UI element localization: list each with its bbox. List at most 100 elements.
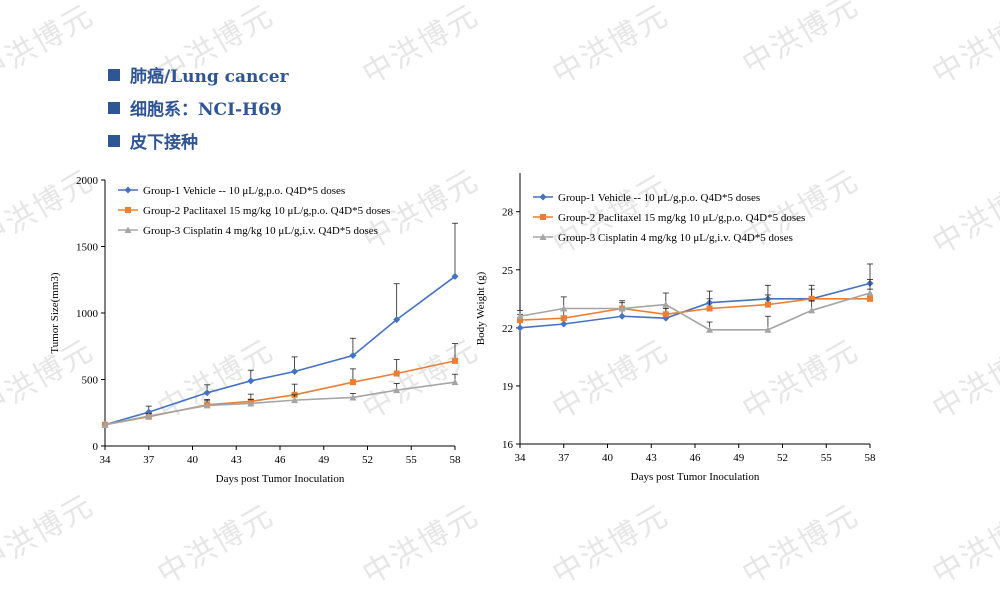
legend-item: Group-2 Paclitaxel 15 mg/kg 10 μL/g,p.o.…	[118, 205, 390, 217]
data-point	[291, 396, 299, 404]
data-point	[516, 324, 524, 332]
y-tick-label: 2000	[76, 175, 99, 187]
bullet-item: 肺癌/Lung cancer	[108, 58, 289, 91]
data-point	[560, 320, 568, 328]
series-1	[101, 222, 459, 429]
tumor-size-plot: 0 500 1000 1500 2000 34 37 40 43 46 49 52 55 58 Days p…	[49, 175, 461, 485]
data-point	[393, 316, 401, 324]
x-tick-label: 58	[865, 452, 877, 464]
data-point	[866, 289, 874, 297]
data-point	[247, 399, 255, 407]
series-line	[519, 292, 871, 331]
series-line	[104, 275, 456, 426]
x-tick-label: 34	[515, 452, 527, 464]
bullet-square-icon	[108, 101, 120, 114]
data-point	[560, 315, 567, 322]
x-tick-label: 40	[187, 454, 199, 466]
x-tick-label: 43	[231, 454, 243, 466]
data-point	[203, 401, 211, 409]
data-point	[618, 305, 626, 312]
data-point	[618, 312, 626, 320]
data-point	[539, 233, 547, 240]
x-tick-label: 55	[406, 454, 418, 466]
y-tick-label: 500	[82, 375, 99, 387]
series-line	[104, 381, 456, 426]
x-tick-label: 58	[450, 454, 462, 466]
data-point	[247, 377, 255, 385]
data-point	[867, 295, 873, 302]
x-axis-label: Days post Tumor Inoculation	[216, 473, 345, 485]
legend-label: Group-2 Paclitaxel 15 mg/kg 10 μL/g,p.o.…	[558, 212, 805, 224]
data-point	[124, 186, 132, 194]
y-axis-label: Body Weight (g)	[475, 271, 487, 345]
bullet-text-cell-line: 细胞系：NCI-H69	[130, 100, 282, 120]
y-tick-label: 19	[502, 381, 514, 393]
data-point	[516, 312, 524, 320]
data-point	[291, 368, 299, 376]
bullet-item: 皮下接种	[108, 124, 289, 157]
data-point	[560, 305, 568, 312]
data-point	[452, 357, 458, 364]
x-tick-label: 49	[733, 452, 745, 464]
x-tick-label: 43	[646, 452, 658, 464]
series-3	[101, 373, 459, 428]
legend-item: Group-2 Paclitaxel 15 mg/kg 10 μL/g,p.o.…	[533, 212, 805, 224]
bullet-list: 肺癌/Lung cancer 细胞系：NCI-H69 皮下接种	[108, 58, 289, 157]
legend-item: Group-1 Vehicle -- 10 μL/g,p.o. Q4D*5 do…	[118, 185, 345, 197]
x-tick-label: 37	[143, 454, 155, 466]
data-point	[808, 306, 816, 314]
data-point	[764, 301, 771, 308]
data-point	[203, 389, 211, 397]
legend-item: Group-1 Vehicle -- 10 μL/g,p.o. Q4D*5 do…	[533, 192, 760, 204]
data-point	[706, 326, 714, 333]
x-tick-label: 34	[100, 454, 112, 466]
x-tick-label: 37	[558, 452, 570, 464]
y-tick-label: 25	[502, 265, 514, 277]
data-point	[393, 370, 400, 377]
bullet-text-cancer: 肺癌/Lung cancer	[130, 67, 289, 87]
data-point	[662, 311, 669, 318]
data-point	[101, 421, 109, 428]
bullet-square-icon	[108, 68, 120, 81]
bullet-square-icon	[108, 134, 120, 147]
x-tick-label: 52	[362, 454, 373, 466]
data-point	[540, 214, 546, 220]
bullet-item: 细胞系：NCI-H69	[108, 91, 289, 124]
body-weight-plot: 16 19 22 25 28 34 37 40 43 46 49 52 55 58 Days post Tu…	[475, 173, 876, 483]
data-point	[393, 386, 401, 394]
legend-label: Group-3 Cisplatin 4 mg/kg 10 μL/g,i.v. Q…	[143, 225, 378, 237]
legend-label: Group-1 Vehicle -- 10 μL/g,p.o. Q4D*5 do…	[143, 185, 345, 197]
x-tick-label: 55	[821, 452, 833, 464]
legend-label: Group-2 Paclitaxel 15 mg/kg 10 μL/g,p.o.…	[143, 205, 390, 217]
data-point	[451, 272, 459, 280]
legend-label: Group-1 Vehicle -- 10 μL/g,p.o. Q4D*5 do…	[558, 192, 760, 204]
data-point	[145, 412, 153, 420]
x-tick-label: 40	[602, 452, 614, 464]
data-point	[349, 393, 357, 401]
legend-label: Group-3 Cisplatin 4 mg/kg 10 μL/g,i.v. Q…	[558, 232, 793, 244]
y-tick-label: 0	[93, 441, 99, 453]
x-tick-label: 52	[777, 452, 788, 464]
y-axis-label: Tumor Size(mm3)	[49, 272, 61, 354]
tumor-size-chart: 0 500 1000 1500 2000 34 37 40 43 46 49 52 55 58 Days p…	[49, 173, 876, 485]
legend-item: Group-3 Cisplatin 4 mg/kg 10 μL/g,i.v. Q…	[533, 232, 793, 244]
y-tick-label: 28	[502, 207, 514, 219]
data-point	[124, 226, 132, 233]
data-point	[808, 295, 815, 302]
x-axis-label: Days post Tumor Inoculation	[631, 471, 760, 483]
data-point	[706, 305, 713, 312]
y-tick-label: 1000	[76, 308, 99, 320]
data-point	[349, 352, 357, 360]
x-tick-label: 49	[318, 454, 330, 466]
legend-item: Group-3 Cisplatin 4 mg/kg 10 μL/g,i.v. Q…	[118, 225, 378, 237]
x-tick-label: 46	[275, 454, 287, 466]
bullet-text-inoculation: 皮下接种	[130, 133, 198, 153]
data-point	[539, 193, 547, 201]
y-tick-label: 16	[502, 439, 514, 451]
series-2	[517, 288, 873, 324]
data-point	[662, 301, 670, 308]
data-point	[451, 378, 459, 386]
data-point	[764, 326, 772, 333]
y-tick-label: 22	[502, 323, 513, 335]
data-point	[517, 317, 523, 324]
